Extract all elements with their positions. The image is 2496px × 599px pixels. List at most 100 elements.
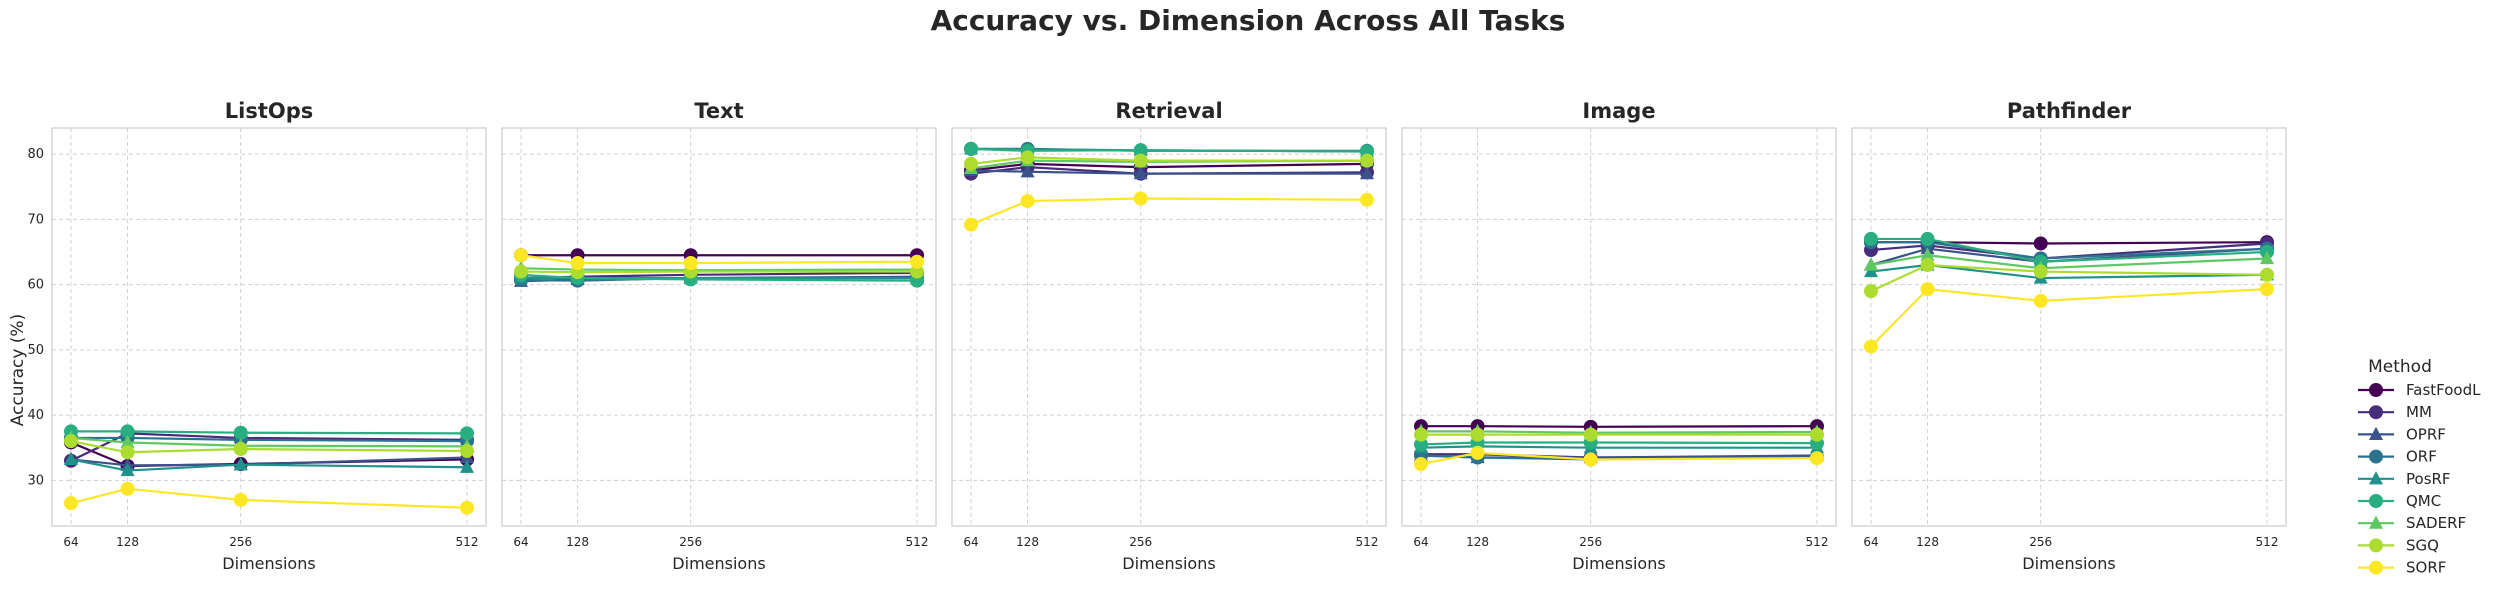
data-point — [120, 481, 135, 496]
data-point — [64, 496, 78, 511]
data-point — [964, 156, 978, 171]
series-line — [1421, 425, 1818, 428]
data-point — [2260, 282, 2274, 297]
series-sorf — [1864, 282, 2274, 354]
series-line — [71, 436, 468, 443]
x-tick-label: 256 — [1579, 535, 1602, 549]
x-tick-label: 512 — [906, 535, 929, 549]
data-point — [910, 254, 924, 269]
data-point — [1414, 427, 1428, 442]
legend-entry-saderf: SADERF — [2358, 514, 2466, 532]
data-point — [910, 264, 924, 279]
x-tick-label: 512 — [456, 535, 479, 549]
plot-frame — [1401, 127, 1837, 527]
x-tick-label: 256 — [2029, 535, 2052, 549]
data-point — [120, 434, 135, 449]
y-tick-label: 40 — [27, 408, 44, 423]
data-point — [1864, 257, 1878, 271]
data-point — [2260, 267, 2274, 282]
data-point — [120, 462, 135, 477]
series-line — [1871, 237, 2268, 263]
legend-label: OPRF — [2406, 425, 2446, 443]
y-tick-label: 50 — [27, 343, 44, 358]
legend-label: QMC — [2406, 492, 2441, 510]
data-point — [514, 264, 528, 279]
data-point — [1133, 165, 1148, 180]
data-point — [1583, 452, 1598, 467]
series-line — [1870, 247, 2268, 267]
series-line — [71, 430, 468, 435]
data-point — [120, 424, 135, 439]
legend-title: Method — [2368, 357, 2432, 377]
legend-label: SORF — [2406, 559, 2446, 577]
legend-entry-qmc: QMC — [2358, 492, 2441, 510]
x-tick-label: 128 — [1016, 535, 1039, 549]
data-point — [2033, 293, 2048, 308]
legend-entry-posrf: PosRF — [2358, 470, 2451, 488]
legend-entry-mm: MM — [2358, 403, 2432, 421]
series-line — [1420, 451, 1818, 466]
panel-retrieval: 64 128 256 512 Retrieval Dimensions — [951, 99, 1387, 573]
legend-entry-sgq: SGQ — [2358, 536, 2439, 554]
series-sgq — [964, 150, 1374, 171]
data-point — [460, 500, 474, 515]
panel-title: Text — [694, 99, 743, 123]
data-point — [460, 426, 474, 441]
data-point — [460, 459, 474, 473]
data-point — [460, 443, 474, 458]
plot-frame — [951, 127, 1387, 527]
panel-title: Pathfinder — [2007, 99, 2132, 123]
data-point — [64, 451, 78, 466]
legend: Method FastFoodL MM OPRF ORF PosRF QMC SADERF SG… — [2358, 357, 2481, 577]
series-line — [520, 254, 918, 265]
series-line — [970, 162, 1368, 172]
data-point — [233, 442, 248, 457]
series-line — [520, 267, 918, 272]
x-axis-label: Dimensions — [2022, 554, 2115, 573]
x-axis-label: Dimensions — [222, 554, 315, 573]
x-axis-label: Dimensions — [672, 554, 765, 573]
legend-entry-oprf: OPRF — [2358, 425, 2446, 443]
y-tick-label: 30 — [27, 473, 44, 488]
data-point — [2033, 236, 2048, 251]
data-point — [1414, 437, 1428, 452]
data-point — [233, 456, 248, 471]
data-point — [964, 217, 978, 232]
data-point — [1020, 150, 1035, 165]
series-line — [70, 456, 468, 467]
x-tick-label: 128 — [116, 535, 139, 549]
data-point — [1920, 247, 1935, 261]
x-tick-label: 128 — [1466, 535, 1489, 549]
data-point — [1864, 339, 1878, 354]
x-tick-label: 256 — [1129, 535, 1152, 549]
x-tick-label: 64 — [1413, 535, 1428, 549]
legend-marker — [2369, 494, 2383, 508]
data-point — [1920, 258, 1935, 273]
series-sgq — [1414, 427, 1824, 442]
data-point — [1864, 284, 1878, 299]
data-point — [1133, 153, 1148, 168]
series-line — [1870, 263, 2268, 280]
data-point — [233, 492, 248, 507]
series-line — [1870, 263, 2268, 293]
panel-listops: 64 128 256 512 30 40 50 60 70 80 ListOps Dimensions — [27, 99, 487, 573]
data-point — [1470, 427, 1485, 442]
series-line — [70, 487, 468, 509]
data-point — [1583, 427, 1598, 442]
data-point — [64, 434, 78, 449]
series-sgq — [1864, 258, 2274, 299]
legend-marker — [2369, 449, 2383, 464]
plot-frame — [51, 127, 487, 527]
data-point — [1920, 231, 1935, 246]
legend-entry-fastfoodl: FastFoodL — [2358, 381, 2481, 399]
data-point — [2260, 250, 2274, 265]
series-line — [70, 436, 468, 448]
x-tick-label: 64 — [1863, 535, 1878, 549]
series-line — [1420, 445, 1817, 449]
series-sorf — [514, 248, 924, 271]
series-line — [1870, 242, 2268, 260]
legend-label: FastFoodL — [2406, 381, 2481, 399]
x-axis-label: Dimensions — [1122, 554, 1215, 573]
legend-marker — [2369, 538, 2383, 553]
